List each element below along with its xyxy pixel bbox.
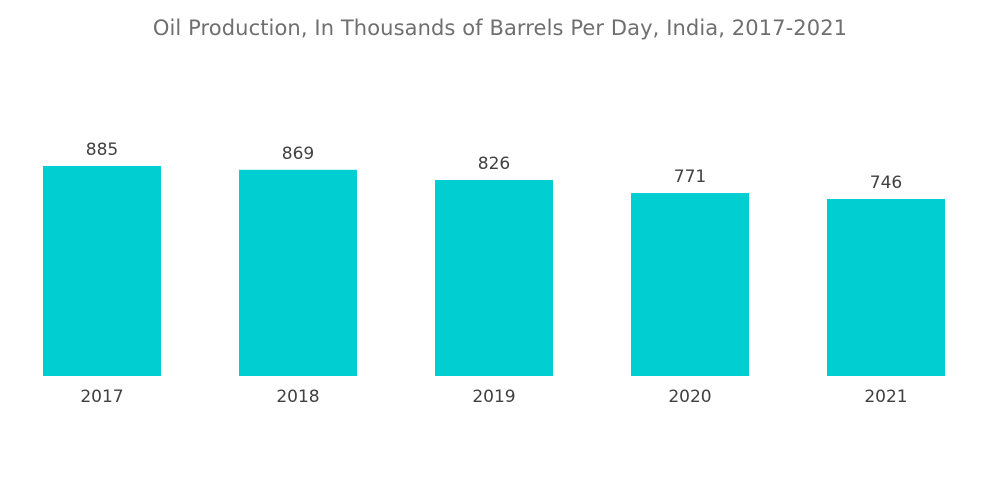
x-tick-label-2021: 2021 <box>864 387 907 407</box>
value-labels-group: 885 869 826 771 746 <box>86 140 902 193</box>
x-tick-labels-group: 2017 2018 2019 2020 2021 <box>80 387 907 407</box>
value-label-2020: 771 <box>674 167 706 187</box>
bars-group <box>43 166 945 376</box>
value-label-2019: 826 <box>478 154 510 174</box>
x-tick-label-2018: 2018 <box>276 387 319 407</box>
bar-2017 <box>43 166 161 376</box>
x-tick-label-2017: 2017 <box>80 387 123 407</box>
bar-2018 <box>239 169 357 376</box>
bar-2020 <box>631 193 749 376</box>
value-label-2017: 885 <box>86 140 118 160</box>
bar-2019 <box>435 180 553 376</box>
x-tick-label-2019: 2019 <box>472 387 515 407</box>
value-label-2018: 869 <box>282 144 314 164</box>
bar-2021 <box>827 198 945 376</box>
chart-title: Oil Production, In Thousands of Barrels … <box>152 16 848 40</box>
value-label-2021: 746 <box>870 173 902 193</box>
x-tick-label-2020: 2020 <box>668 387 711 407</box>
